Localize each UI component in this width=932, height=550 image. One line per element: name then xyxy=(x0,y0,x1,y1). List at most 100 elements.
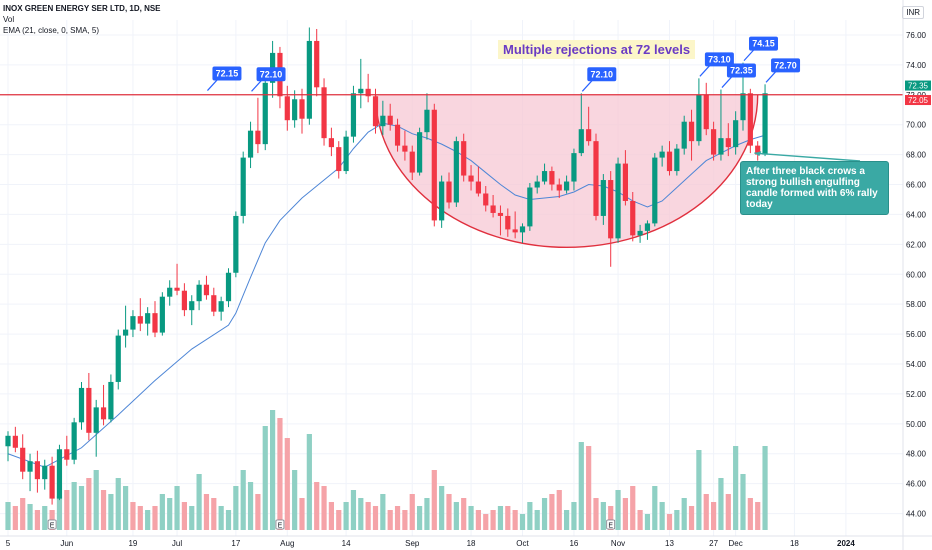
volume-bar xyxy=(461,498,467,530)
volume-bar xyxy=(64,490,70,530)
callout-label: 73.10 xyxy=(708,54,731,64)
ema-line-group xyxy=(7,122,766,468)
candle-body xyxy=(681,121,687,149)
volume-bar xyxy=(380,494,386,530)
candle-body xyxy=(762,93,768,155)
x-axis[interactable]: 5 Jun 19 Jul 17 Aug 14 Sep 18 Oct 16 Nov 13 27 Dec 18 20… xyxy=(0,535,932,548)
candle-body xyxy=(12,435,18,448)
volume-bar xyxy=(152,506,158,530)
ema-legend[interactable]: EMA (21, close, 0, SMA, 5) xyxy=(3,26,100,35)
callout-pointer xyxy=(721,76,733,88)
cup-pattern xyxy=(374,94,759,248)
candle-body xyxy=(733,120,739,148)
candle-body xyxy=(123,329,129,336)
y-tick-label: 64.00 xyxy=(906,210,927,219)
price-tags: 72.35 72.05 xyxy=(905,80,931,106)
candle-body xyxy=(196,284,202,302)
volume-bar xyxy=(409,494,415,530)
volume-bar xyxy=(666,514,673,530)
volume-bar xyxy=(747,498,753,530)
volume-bar xyxy=(42,506,48,530)
candle-body xyxy=(336,147,342,172)
volume-bar xyxy=(233,486,239,530)
candle-body xyxy=(571,153,577,182)
candle-body xyxy=(350,93,357,137)
candle-body xyxy=(725,138,731,148)
candle-body xyxy=(674,148,680,172)
volume-legend[interactable]: Vol xyxy=(3,15,15,24)
volume-bar xyxy=(652,486,658,530)
candles xyxy=(5,27,768,505)
callout-pointer xyxy=(699,64,711,77)
callout-label: 72.10 xyxy=(260,69,283,79)
x-tick-label: Sep xyxy=(405,539,420,548)
candle-body xyxy=(130,316,136,330)
candle-body xyxy=(755,145,761,155)
candle-body xyxy=(159,296,165,333)
headline-annotation: Multiple rejections at 72 levels xyxy=(498,40,696,59)
volume-bar xyxy=(762,446,768,530)
candle-body xyxy=(439,181,445,221)
volume-bar xyxy=(108,494,114,530)
candle-body xyxy=(255,130,261,145)
candle-body xyxy=(34,461,40,480)
candle-body xyxy=(299,99,305,119)
candle-body xyxy=(5,435,11,447)
y-tick-label: 46.00 xyxy=(906,480,927,489)
volume-bar xyxy=(446,494,452,530)
volume-bar xyxy=(674,510,680,530)
earnings-icon xyxy=(47,519,57,530)
y-tick-label: 68.00 xyxy=(906,151,927,160)
candle-body xyxy=(100,407,107,420)
candle-body xyxy=(71,422,77,460)
y-tick-label: 58.00 xyxy=(906,300,927,309)
candle-body xyxy=(365,88,371,97)
candle-body xyxy=(497,212,504,216)
candle-body xyxy=(578,129,584,154)
volume-bar xyxy=(299,498,305,530)
volume-bar xyxy=(490,510,496,530)
candle-body xyxy=(49,465,55,499)
candle-body xyxy=(380,115,386,127)
volume-bar xyxy=(608,506,614,530)
candle-body xyxy=(93,407,99,433)
volume-bar xyxy=(578,442,584,530)
callout-pointer xyxy=(581,79,593,92)
y-tick-label: 66.00 xyxy=(906,181,927,190)
volume-bar xyxy=(240,470,246,530)
volume-bar xyxy=(402,510,408,530)
candle-body xyxy=(321,87,327,139)
volume-bar xyxy=(189,506,195,530)
volume-bar xyxy=(314,482,320,530)
candle-body xyxy=(519,226,526,233)
volume-bar xyxy=(20,498,26,530)
candle-body xyxy=(527,187,533,227)
candle-body xyxy=(108,381,114,420)
volume-bar xyxy=(644,514,651,530)
candle-body xyxy=(284,96,290,121)
callout-label: 72.15 xyxy=(216,69,239,79)
symbol-title[interactable]: INOX GREEN ENERGY SER LTD, 1D, NSE xyxy=(3,4,161,13)
ema-line xyxy=(7,122,766,468)
callout-pointer xyxy=(207,79,218,91)
y-tick-label: 54.00 xyxy=(906,360,927,369)
volume-bar xyxy=(740,474,746,530)
volume-bars xyxy=(5,410,768,530)
currency-badge[interactable]: INR xyxy=(902,6,924,19)
candle-body xyxy=(211,295,217,312)
y-tick-label: 50.00 xyxy=(906,420,927,429)
candle-body xyxy=(424,109,430,133)
volume-bar xyxy=(86,478,92,530)
candle-body xyxy=(42,465,48,480)
volume-bar xyxy=(93,470,99,530)
candle-body xyxy=(512,229,518,233)
x-tick-label: Oct xyxy=(516,539,529,548)
y-tick-label: 76.00 xyxy=(906,31,927,40)
volume-bar xyxy=(358,498,364,530)
volume-bar xyxy=(181,502,187,530)
x-tick-label: Dec xyxy=(729,539,743,548)
earnings-icon xyxy=(606,519,616,530)
volume-bar xyxy=(34,510,40,530)
